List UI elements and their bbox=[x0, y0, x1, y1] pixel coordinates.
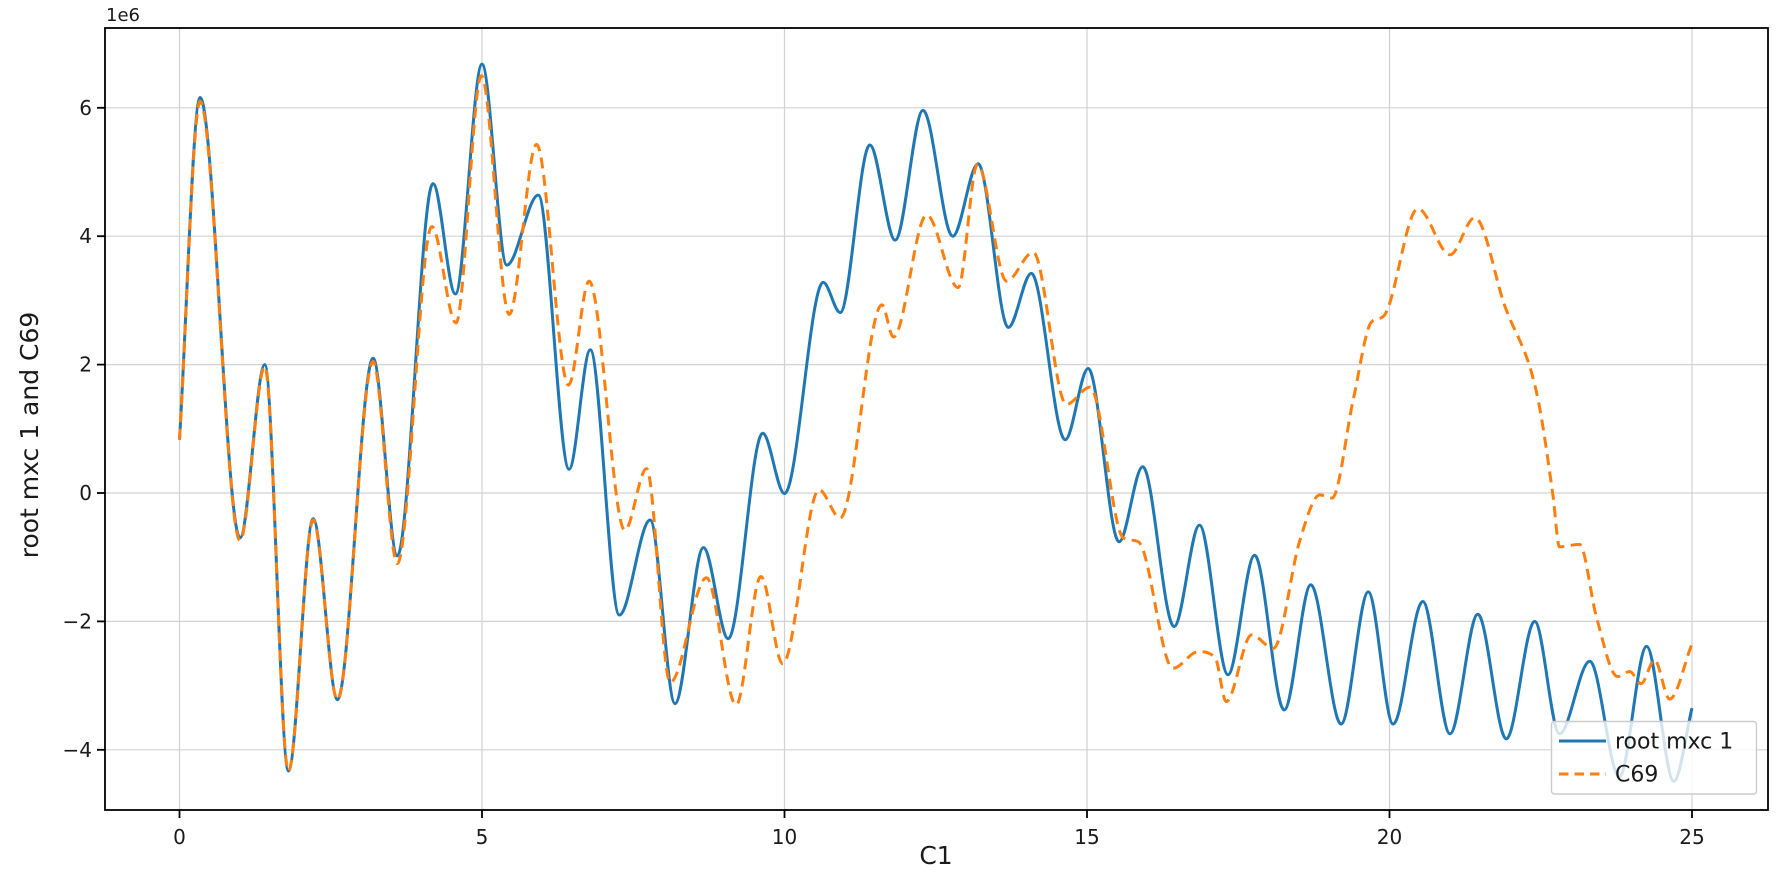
axes-spines bbox=[104, 27, 1769, 811]
y-tick-label: −4 bbox=[63, 738, 92, 762]
y-axis-label: root mxc 1 and C69 bbox=[15, 312, 44, 559]
y-axis-offset-text: 1e6 bbox=[106, 5, 140, 26]
y-tick-label: 6 bbox=[79, 96, 92, 120]
series bbox=[178, 62, 1694, 783]
legend: root mxc 1 C69 bbox=[1550, 720, 1758, 795]
y-tick-label: 2 bbox=[79, 353, 92, 377]
x-tick-label: 0 bbox=[173, 825, 186, 849]
axis-ticks bbox=[97, 106, 1693, 818]
x-tick-label: 10 bbox=[772, 825, 797, 849]
series-line-c69 bbox=[178, 74, 1694, 773]
x-axis-label: C1 bbox=[919, 841, 952, 870]
y-tick-label: 0 bbox=[79, 481, 92, 505]
x-tick-label: 5 bbox=[476, 825, 489, 849]
x-tick-label: 25 bbox=[1679, 825, 1704, 849]
y-tick-label: −2 bbox=[63, 609, 92, 633]
x-tick-label: 20 bbox=[1377, 825, 1402, 849]
legend-label-c69: C69 bbox=[1615, 763, 1658, 788]
x-tick-label: 15 bbox=[1074, 825, 1099, 849]
legend-label-root-mxc-1: root mxc 1 bbox=[1615, 730, 1733, 755]
series-line-root-mxc-1 bbox=[178, 62, 1694, 783]
tick-labels: 0 5 10 15 20 25 −4 −2 0 2 4 6 bbox=[63, 96, 1705, 849]
y-tick-label: 4 bbox=[79, 224, 92, 248]
